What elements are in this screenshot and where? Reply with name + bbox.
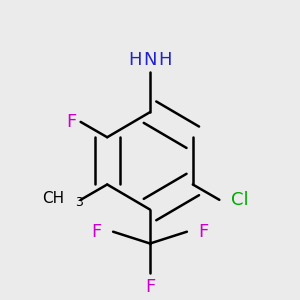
Text: F: F	[145, 278, 155, 296]
Text: H: H	[128, 51, 141, 69]
Text: N: N	[143, 51, 157, 69]
Text: Cl: Cl	[231, 191, 248, 209]
Text: F: F	[198, 223, 208, 241]
Text: 3: 3	[75, 196, 83, 209]
Text: H: H	[159, 51, 172, 69]
Text: CH: CH	[42, 191, 64, 206]
Text: F: F	[66, 113, 76, 131]
Text: F: F	[92, 223, 102, 241]
